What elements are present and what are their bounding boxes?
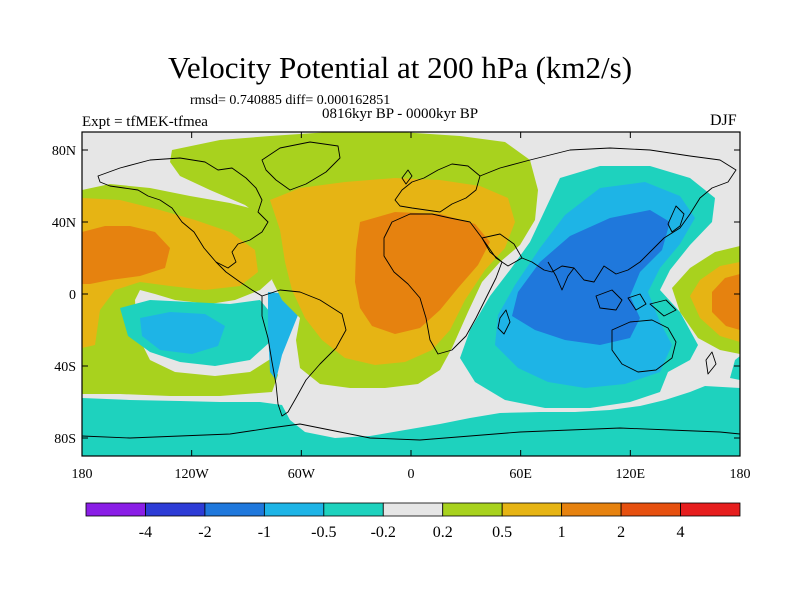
colorbar-label: -4	[139, 524, 152, 541]
colorbar-swatch	[620, 502, 681, 517]
experiment-label: Expt = tfMEK-tfmea	[82, 114, 208, 130]
greenland-coast	[261, 141, 341, 191]
maritime-continent-coast	[595, 289, 677, 317]
x-tick-label: 120E	[616, 467, 646, 482]
africa-coast	[383, 213, 503, 355]
colorbar	[85, 502, 741, 517]
x-tick-label: 0	[408, 467, 415, 482]
britain-coast	[401, 169, 413, 185]
x-tick-label: 120W	[175, 467, 210, 482]
madagascar-coast	[497, 309, 511, 335]
stats-text: rmsd= 0.740885 diff= 0.000162851	[190, 93, 391, 108]
colorbar-label: -2	[198, 524, 211, 541]
colorbar-swatch	[442, 502, 503, 517]
asia-blue-core	[512, 210, 670, 345]
x-tick-label: 60E	[509, 467, 532, 482]
sa-west-cyan	[268, 292, 300, 380]
africa-orange-core	[355, 212, 490, 334]
season-label: DJF	[710, 112, 737, 129]
colorbar-swatch	[501, 502, 563, 517]
colorbar-swatch	[323, 502, 384, 517]
axis-tick-labels: 180 120W 60W 0 60E 120E 180 80N 40N 0 40S 80S	[52, 144, 751, 482]
asia-coast	[479, 147, 737, 283]
contour-field	[82, 132, 740, 456]
europe-coast	[394, 163, 481, 213]
colorbar-label: 4	[677, 524, 685, 541]
colorbar-labels: -4 -2 -1 -0.5 -0.2 0.2 0.5 1 2 4	[139, 524, 685, 541]
y-tick-label: 80N	[52, 144, 76, 159]
colorbar-label: -0.5	[311, 524, 336, 541]
colorbar-label: -1	[258, 524, 271, 541]
north-america-coast	[97, 157, 269, 269]
coastlines	[82, 141, 740, 441]
south-pacific-blue	[140, 312, 225, 354]
colorbar-label: 0.5	[492, 524, 512, 541]
australia-coast	[611, 319, 677, 373]
pacific-orange-core	[82, 226, 170, 284]
south-america-coast	[261, 289, 347, 417]
y-tick-label: 40N	[52, 216, 76, 231]
y-tick-label: 40S	[54, 360, 76, 375]
colorbar-swatch	[85, 502, 146, 517]
colorbar-swatch	[382, 502, 444, 517]
colorbar-swatch	[680, 502, 741, 517]
y-tick-label: 80S	[54, 432, 76, 447]
x-tick-label: 180	[730, 467, 751, 482]
dateline-orange-core	[712, 274, 740, 330]
colorbar-swatch	[263, 502, 325, 517]
period-label: 0816kyr BP - 0000kyr BP	[322, 106, 479, 122]
y-tick-label: 0	[69, 288, 76, 303]
central-america-coast	[215, 261, 263, 297]
east-pacific-teal-spot	[730, 356, 740, 380]
colorbar-swatch	[145, 502, 206, 517]
colorbar-label: 0.2	[433, 524, 453, 541]
antarctica-coast	[82, 423, 740, 441]
map-title: Velocity Potential at 200 hPa (km2/s)	[167, 50, 633, 85]
x-tick-label: 180	[72, 467, 93, 482]
colorbar-label: 2	[617, 524, 625, 541]
southern-teal-band	[82, 386, 740, 456]
axis-ticks	[81, 132, 741, 456]
india-coast	[547, 261, 575, 291]
new-zealand-coast	[705, 351, 717, 375]
colorbar-label: 1	[558, 524, 566, 541]
colorbar-swatch	[204, 502, 265, 517]
colorbar-swatch	[561, 502, 622, 517]
x-tick-label: 60W	[288, 467, 316, 482]
colorbar-label: -0.2	[371, 524, 396, 541]
japan-coast	[667, 205, 685, 233]
